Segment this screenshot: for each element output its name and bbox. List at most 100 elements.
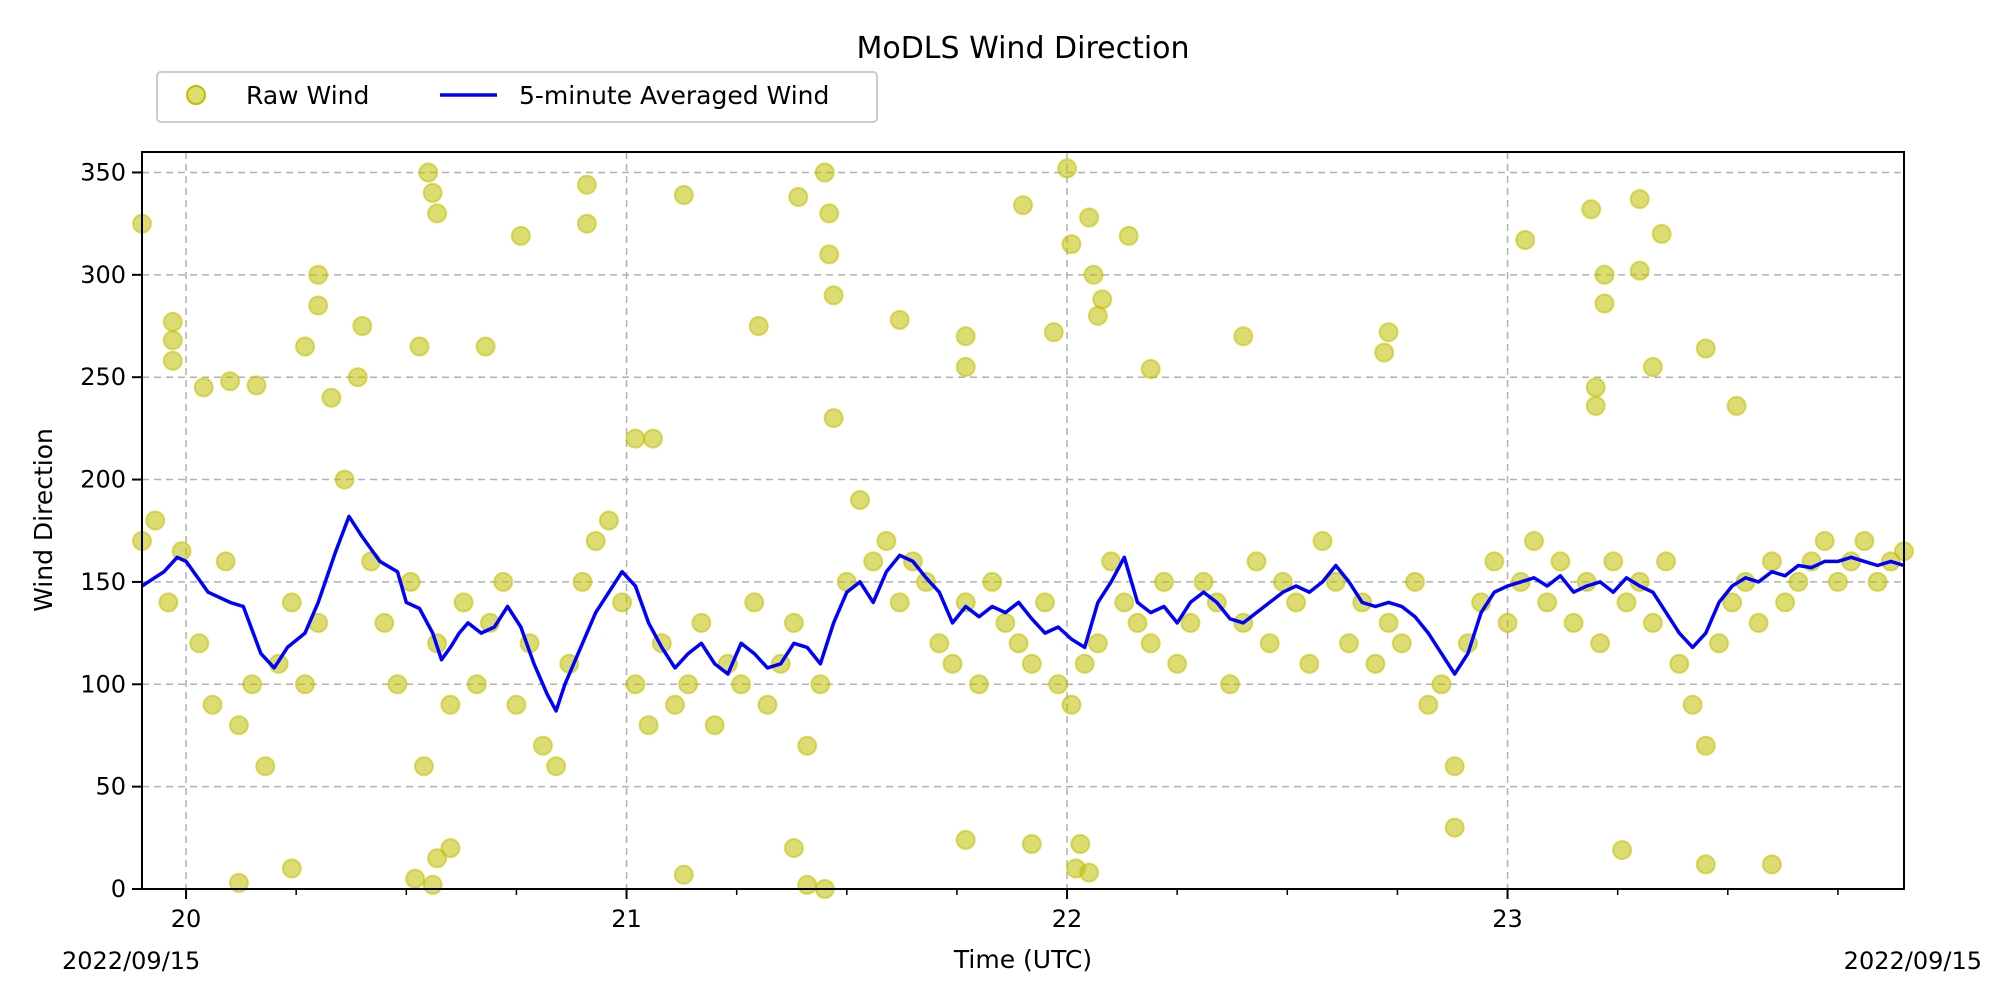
raw-wind-point <box>1101 551 1122 572</box>
raw-wind-point <box>1695 854 1716 875</box>
raw-wind-point <box>1193 571 1214 592</box>
raw-wind-point <box>162 350 183 371</box>
raw-wind-point <box>1594 293 1615 314</box>
raw-wind-point <box>347 367 368 388</box>
raw-wind-point <box>673 185 694 205</box>
raw-wind-point <box>1312 531 1333 551</box>
raw-wind-point <box>1550 551 1571 572</box>
raw-wind-point <box>189 633 210 654</box>
raw-wind-point <box>1524 531 1544 551</box>
raw-wind-point <box>1118 225 1139 246</box>
raw-wind-point <box>422 874 443 895</box>
raw-wind-point <box>1788 571 1809 592</box>
raw-wind-point <box>1590 633 1611 654</box>
raw-wind-point <box>427 848 448 869</box>
x-tick-label: 20 <box>171 905 202 933</box>
averaged-wind-series <box>141 514 1905 713</box>
raw-wind-point <box>673 864 694 885</box>
raw-wind-point <box>863 551 884 572</box>
x-axis-label: Time (UTC) <box>953 945 1092 974</box>
y-tick-label: 0 <box>111 875 126 903</box>
x-tick-label: 21 <box>611 905 642 933</box>
raw-wind-point <box>1043 322 1064 343</box>
raw-wind-point <box>334 469 355 490</box>
raw-wind-point <box>643 428 663 449</box>
raw-wind-point <box>405 868 426 889</box>
raw-wind-point <box>215 551 236 572</box>
y-tick-label: 100 <box>80 670 126 698</box>
legend: Raw Wind 5-minute Averaged Wind <box>156 71 878 123</box>
raw-wind-point <box>1092 289 1113 310</box>
raw-wind-point <box>1537 592 1558 613</box>
raw-wind-point <box>942 653 963 674</box>
raw-wind-point <box>1127 612 1148 633</box>
raw-wind-point <box>1180 612 1201 633</box>
raw-wind-point <box>281 858 302 879</box>
y-tick-label: 300 <box>80 261 126 289</box>
raw-wind-point <box>876 531 897 551</box>
raw-wind-point <box>308 295 329 316</box>
raw-wind-point <box>797 735 818 756</box>
raw-wind-point <box>1695 338 1716 359</box>
raw-wind-point <box>1585 377 1606 398</box>
raw-wind-point <box>1070 834 1091 854</box>
raw-wind-point <box>475 336 496 357</box>
raw-wind-point <box>321 387 342 408</box>
raw-wind-point <box>955 326 976 347</box>
raw-wind-point <box>440 694 461 715</box>
raw-wind-point <box>625 428 646 449</box>
raw-wind-point <box>1391 633 1412 654</box>
raw-wind-point <box>532 735 553 756</box>
raw-wind-point <box>1761 854 1782 875</box>
raw-wind-point <box>1405 571 1425 592</box>
raw-wind-point <box>418 162 439 183</box>
x-date-right: 2022/09/15 <box>1844 947 1982 975</box>
raw-wind-point <box>1616 592 1637 613</box>
raw-wind-point <box>748 316 769 336</box>
raw-wind-point <box>704 715 725 736</box>
raw-wind-point <box>788 187 809 207</box>
raw-wind-point <box>1761 551 1782 572</box>
y-tick-label: 200 <box>80 466 126 494</box>
raw-wind-point <box>889 309 910 330</box>
raw-wind-point <box>576 174 597 195</box>
y-axis-label: Wind Direction <box>29 428 58 612</box>
raw-wind-point <box>955 357 976 377</box>
raw-wind-point <box>1339 633 1359 654</box>
raw-wind-point <box>387 674 408 695</box>
raw-wind-point <box>242 674 263 695</box>
raw-wind-point <box>1325 571 1346 592</box>
raw-wind-point <box>665 694 685 715</box>
raw-wind-point <box>744 592 765 613</box>
raw-wind-point <box>510 225 531 246</box>
raw-wind-point <box>1233 326 1254 347</box>
raw-wind-point <box>955 829 976 850</box>
raw-wind-point <box>819 244 840 265</box>
raw-wind-point <box>1418 694 1439 715</box>
raw-wind-point <box>916 571 937 592</box>
raw-wind-point <box>162 330 183 351</box>
y-tick-label: 250 <box>80 363 126 391</box>
raw-wind-point <box>1061 234 1082 255</box>
raw-wind-point <box>193 377 214 398</box>
legend-label-averaged-wind: 5-minute Averaged Wind <box>519 81 829 110</box>
raw-wind-point <box>1814 531 1835 551</box>
raw-wind-point <box>1867 571 1888 592</box>
raw-wind-point <box>466 674 487 695</box>
raw-wind-point <box>352 316 373 336</box>
raw-wind-point <box>1726 395 1747 416</box>
raw-wind-point <box>1497 612 1518 633</box>
plot-frame <box>141 151 1905 890</box>
x-axis: 20 21 22 23 <box>171 889 1839 933</box>
raw-wind-point <box>453 592 474 613</box>
raw-wind-point <box>374 612 395 633</box>
raw-wind-point <box>1087 633 1108 654</box>
raw-wind-point <box>1021 834 1042 854</box>
raw-wind-point <box>819 203 840 224</box>
raw-wind-point <box>823 285 844 306</box>
raw-wind-point <box>228 715 249 736</box>
raw-wind-point <box>929 633 950 654</box>
raw-wind-point <box>1827 571 1848 592</box>
raw-wind-point <box>145 510 166 531</box>
raw-wind-point <box>1140 359 1161 379</box>
